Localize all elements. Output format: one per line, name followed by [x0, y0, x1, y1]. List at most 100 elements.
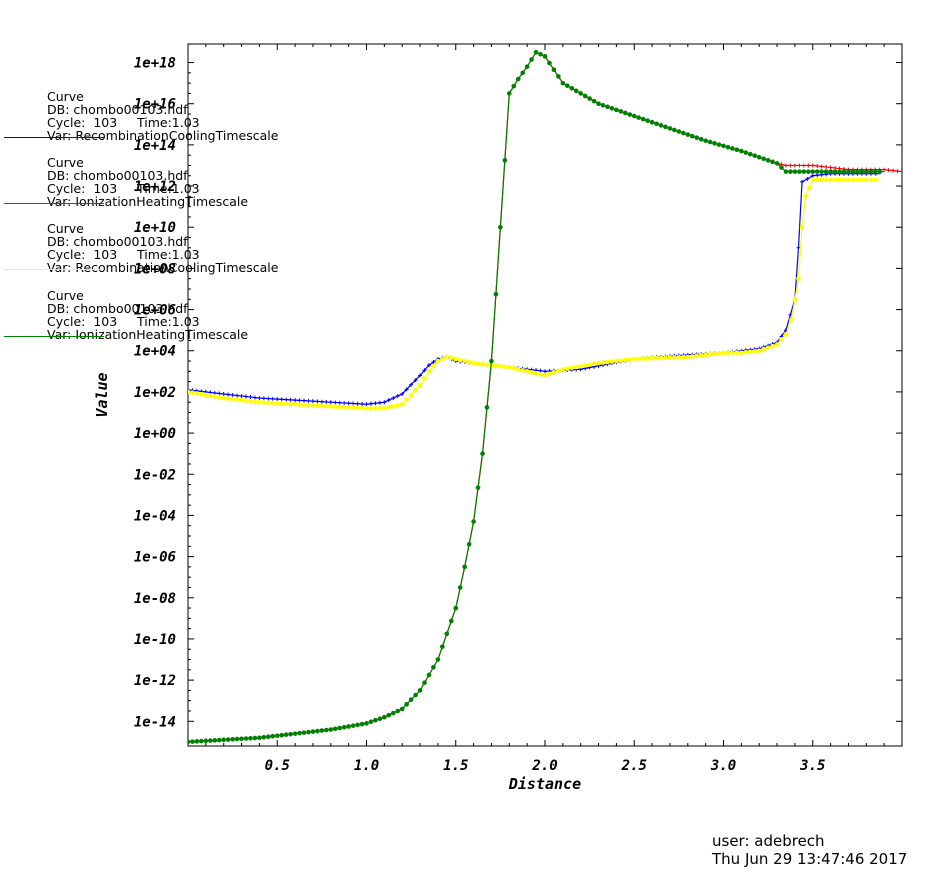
data-point — [605, 104, 610, 110]
data-point — [390, 404, 396, 409]
data-point — [783, 169, 789, 174]
data-point — [328, 727, 334, 732]
data-point — [230, 393, 235, 397]
data-point — [208, 738, 213, 743]
data-point — [649, 355, 655, 361]
data-point — [400, 391, 405, 396]
data-point — [203, 392, 209, 398]
data-point — [484, 362, 490, 367]
data-point — [703, 138, 708, 144]
legend-swatch-red — [4, 203, 104, 204]
data-point — [803, 194, 808, 199]
data-point — [489, 358, 494, 364]
y-tick-label: 1e-10 — [134, 632, 176, 648]
data-point — [328, 400, 333, 405]
data-point — [404, 387, 409, 392]
data-point — [779, 337, 784, 342]
data-point — [377, 406, 383, 411]
data-point — [752, 348, 758, 354]
y-tick-label: 1e-08 — [134, 591, 176, 607]
data-point — [828, 169, 833, 174]
data-point — [640, 116, 646, 122]
data-point — [310, 402, 316, 408]
data-point — [800, 179, 805, 184]
data-point — [386, 405, 392, 410]
data-point — [315, 728, 320, 734]
data-point — [471, 519, 476, 524]
data-point — [712, 141, 717, 146]
data-point — [373, 401, 378, 406]
data-point — [342, 400, 347, 405]
data-point — [399, 706, 405, 712]
y-tick-label: 1e+04 — [134, 344, 176, 360]
data-point — [556, 368, 561, 374]
data-point — [297, 398, 302, 403]
data-point — [783, 163, 788, 168]
data-point — [850, 169, 856, 174]
data-point — [614, 358, 619, 364]
data-point — [292, 401, 298, 407]
data-point — [248, 395, 253, 400]
data-point — [274, 400, 280, 406]
data-point — [569, 85, 575, 91]
data-point — [382, 714, 387, 720]
data-point — [618, 109, 624, 114]
data-point — [435, 358, 441, 364]
series-layer — [188, 49, 902, 745]
data-point — [266, 734, 271, 740]
data-point — [841, 177, 847, 183]
data-point — [221, 391, 226, 396]
data-point — [373, 717, 378, 723]
data-point — [868, 177, 874, 183]
legend-time: Time:1.03 — [137, 115, 200, 130]
data-point — [217, 391, 222, 396]
data-point — [547, 371, 552, 377]
data-point — [569, 365, 575, 371]
data-point — [520, 70, 525, 76]
data-point — [270, 733, 276, 739]
data-point — [190, 739, 195, 744]
data-point — [573, 88, 579, 94]
x-tick-label: 1.5 — [443, 758, 468, 774]
data-point — [774, 161, 780, 166]
data-point — [703, 352, 708, 358]
data-point — [431, 363, 436, 369]
data-point — [846, 169, 851, 174]
data-point — [239, 397, 244, 403]
data-point — [596, 360, 601, 366]
data-point — [895, 169, 900, 174]
data-point — [707, 352, 713, 357]
data-point — [533, 371, 539, 376]
data-point — [257, 396, 262, 401]
x-tick-label: 0.5 — [265, 758, 290, 774]
data-point — [524, 369, 530, 374]
data-point — [801, 169, 807, 174]
data-point — [529, 57, 534, 62]
data-point — [761, 346, 766, 352]
data-point — [293, 398, 298, 403]
data-point — [681, 130, 686, 136]
data-point — [310, 399, 315, 404]
data-point — [502, 158, 508, 163]
data-point — [346, 401, 351, 406]
data-point — [877, 169, 882, 174]
data-point — [730, 146, 735, 151]
data-point — [333, 400, 338, 405]
data-point — [355, 401, 360, 406]
x-tick-label: 1.0 — [354, 758, 379, 774]
data-point — [395, 708, 401, 714]
data-point — [502, 364, 508, 369]
data-point — [797, 163, 802, 168]
data-point — [882, 167, 887, 172]
data-point — [654, 121, 659, 127]
data-point — [810, 163, 815, 168]
data-point — [846, 177, 851, 183]
data-point — [404, 397, 409, 402]
data-point — [188, 389, 191, 395]
data-point — [337, 404, 343, 410]
data-point — [426, 369, 432, 374]
data-point — [440, 644, 445, 649]
data-point — [475, 361, 481, 366]
data-point — [448, 355, 454, 361]
data-point — [631, 356, 637, 362]
